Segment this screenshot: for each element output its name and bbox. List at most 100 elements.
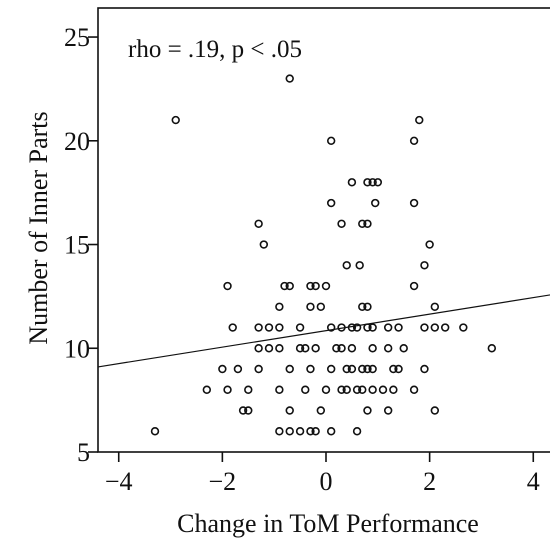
- data-point: [363, 406, 372, 415]
- data-point: [326, 136, 336, 145]
- data-point: [285, 406, 294, 415]
- data-point: [459, 323, 468, 332]
- data-point: [409, 136, 419, 145]
- data-point: [223, 385, 232, 394]
- data-point: [430, 323, 440, 332]
- data-point: [311, 344, 320, 353]
- data-point: [342, 364, 351, 374]
- data-point: [425, 240, 434, 249]
- data-point: [254, 364, 263, 374]
- data-point: [389, 385, 398, 394]
- data-point: [259, 240, 269, 249]
- data-point: [223, 281, 232, 291]
- data-point: [363, 302, 372, 311]
- data-point: [275, 385, 284, 394]
- x-axis-label: Change in ToM Performance: [177, 509, 479, 538]
- data-point: [202, 385, 212, 394]
- data-point: [285, 74, 294, 83]
- data-point: [352, 427, 362, 436]
- data-point: [358, 219, 367, 228]
- y-tick-label: 20: [64, 127, 90, 156]
- data-point: [316, 302, 326, 311]
- data-point: [321, 385, 331, 394]
- data-point: [420, 261, 429, 270]
- data-point: [368, 385, 377, 394]
- data-point: [275, 427, 284, 436]
- correlation-annotation: rho = .19, p < .05: [128, 36, 302, 63]
- data-point: [368, 344, 377, 353]
- data-point: [321, 281, 331, 291]
- y-axis-label: Number of Inner Parts: [24, 111, 53, 344]
- data-point: [352, 385, 362, 394]
- data-point: [150, 427, 160, 436]
- data-point: [368, 323, 377, 332]
- data-point: [254, 344, 263, 353]
- data-point: [399, 344, 408, 353]
- data-point: [383, 323, 393, 332]
- data-point: [394, 323, 403, 332]
- data-point: [430, 302, 440, 311]
- data-point: [311, 281, 320, 291]
- data-point: [363, 364, 372, 374]
- x-tick-label: −2: [209, 467, 237, 496]
- data-point: [295, 344, 305, 353]
- data-point: [285, 364, 294, 374]
- data-point: [233, 364, 243, 374]
- trend-line: [97, 294, 550, 368]
- data-point: [342, 385, 351, 394]
- data-point: [316, 406, 326, 415]
- data-point: [337, 323, 346, 332]
- data-point: [306, 281, 315, 291]
- data-point: [295, 323, 305, 332]
- data-point: [264, 323, 274, 332]
- data-point: [487, 344, 497, 353]
- data-point: [306, 364, 315, 374]
- y-tick-label: 10: [64, 334, 90, 363]
- data-point: [254, 219, 263, 228]
- data-point: [306, 302, 315, 311]
- data-point: [295, 427, 305, 436]
- y-tick-label: 15: [64, 231, 90, 260]
- data-point: [358, 302, 367, 311]
- data-point: [371, 198, 380, 208]
- data-point: [326, 427, 336, 436]
- data-point: [394, 364, 403, 374]
- data-point: [389, 364, 398, 374]
- data-point: [352, 323, 362, 332]
- data-point: [358, 364, 367, 374]
- x-tick-label: 0: [320, 467, 333, 496]
- data-point: [306, 427, 315, 436]
- data-point: [301, 344, 310, 353]
- data-point: [368, 178, 377, 187]
- data-point: [326, 364, 336, 374]
- data-point: [238, 406, 248, 415]
- data-point: [363, 219, 372, 228]
- y-tick-label: 5: [77, 438, 90, 467]
- data-point: [347, 323, 357, 332]
- data-point: [254, 323, 263, 332]
- data-point: [244, 385, 253, 394]
- data-point: [285, 427, 294, 436]
- data-point: [430, 406, 440, 415]
- data-point: [275, 302, 284, 311]
- data-point: [347, 178, 357, 187]
- data-point: [358, 385, 367, 394]
- data-point: [285, 281, 294, 291]
- data-points: [150, 74, 497, 436]
- data-point: [280, 281, 289, 291]
- data-point: [363, 178, 372, 187]
- y-tick-label: 25: [64, 23, 90, 52]
- data-point: [275, 323, 284, 332]
- data-point: [409, 281, 419, 291]
- data-point: [342, 261, 351, 270]
- data-point: [383, 344, 393, 353]
- data-point: [171, 115, 180, 125]
- data-point: [347, 344, 357, 353]
- data-point: [363, 323, 372, 332]
- data-point: [301, 385, 310, 394]
- data-point: [378, 385, 388, 394]
- data-point: [218, 364, 227, 374]
- plot-frame: [97, 7, 550, 453]
- data-point: [415, 115, 424, 125]
